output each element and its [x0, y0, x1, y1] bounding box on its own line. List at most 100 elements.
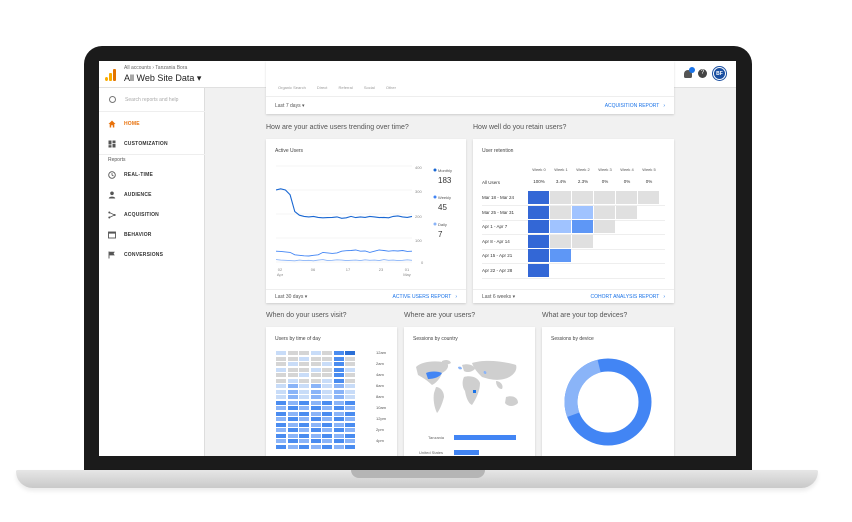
heatmap-cell[interactable] — [299, 433, 309, 438]
heatmap-cell[interactable] — [299, 367, 309, 372]
heatmap-cell[interactable] — [287, 439, 298, 443]
heatmap-cell[interactable] — [345, 351, 355, 355]
heatmap-cell[interactable] — [345, 411, 355, 416]
retention-cell[interactable] — [572, 205, 593, 219]
retention-cell[interactable] — [572, 234, 593, 248]
heatmap-cell[interactable] — [287, 389, 298, 394]
heatmap-cell[interactable] — [345, 378, 355, 383]
heatmap-cell[interactable] — [276, 356, 286, 361]
retention-cell[interactable] — [528, 249, 549, 262]
heatmap-cell[interactable] — [299, 422, 309, 427]
heatmap-cell[interactable] — [276, 378, 286, 383]
heatmap-cell[interactable] — [287, 417, 298, 421]
heatmap-cell[interactable] — [322, 439, 332, 443]
heatmap-cell[interactable] — [333, 395, 344, 399]
heatmap-cell[interactable] — [310, 444, 321, 449]
heatmap-cell[interactable] — [345, 433, 355, 438]
heatmap-cell[interactable] — [345, 384, 355, 388]
retention-cell[interactable] — [572, 191, 593, 204]
heatmap-cell[interactable] — [345, 444, 355, 449]
heatmap-cell[interactable] — [310, 362, 321, 366]
date-range-selector[interactable]: Last 6 weeks ▾ — [482, 294, 516, 300]
heatmap-cell[interactable] — [276, 400, 286, 405]
heatmap-cell[interactable] — [276, 389, 286, 394]
heatmap-cell[interactable] — [276, 406, 286, 410]
heatmap-cell[interactable] — [333, 367, 344, 372]
heatmap-cell[interactable] — [299, 384, 309, 388]
heatmap-cell[interactable] — [310, 428, 321, 432]
heatmap-cell[interactable] — [322, 356, 332, 361]
heatmap-cell[interactable] — [276, 444, 286, 449]
heatmap-cell[interactable] — [276, 433, 286, 438]
retention-cell[interactable] — [550, 191, 571, 204]
retention-cell[interactable] — [550, 234, 571, 248]
heatmap-cell[interactable] — [310, 384, 321, 388]
heatmap-cell[interactable] — [299, 389, 309, 394]
world-map[interactable] — [412, 357, 527, 417]
date-range-selector[interactable]: Last 7 days ▾ — [275, 103, 305, 109]
heatmap-cell[interactable] — [287, 428, 298, 432]
retention-cell[interactable] — [594, 191, 615, 204]
heatmap-cell[interactable] — [345, 373, 355, 377]
heatmap-cell[interactable] — [345, 428, 355, 432]
heatmap-cell[interactable] — [287, 411, 298, 416]
heatmap-cell[interactable] — [299, 373, 309, 377]
heatmap-cell[interactable] — [310, 351, 321, 355]
heatmap-cell[interactable] — [322, 444, 332, 449]
retention-cell[interactable] — [550, 205, 571, 219]
heatmap-cell[interactable] — [287, 433, 298, 438]
heatmap-cell[interactable] — [333, 378, 344, 383]
sidebar-item-home[interactable]: HOME — [99, 115, 205, 133]
heatmap-cell[interactable] — [345, 389, 355, 394]
heatmap-cell[interactable] — [299, 439, 309, 443]
heatmap-cell[interactable] — [310, 400, 321, 405]
retention-cell[interactable] — [528, 234, 549, 248]
heatmap-cell[interactable] — [299, 411, 309, 416]
retention-cell[interactable] — [594, 205, 615, 219]
notifications-icon[interactable] — [684, 66, 695, 78]
heatmap-cell[interactable] — [287, 362, 298, 366]
active-users-report-link[interactable]: ACTIVE USERS REPORT › — [392, 294, 457, 300]
heatmap-cell[interactable] — [322, 389, 332, 394]
heatmap-cell[interactable] — [287, 384, 298, 388]
heatmap-cell[interactable] — [276, 439, 286, 443]
heatmap-cell[interactable] — [322, 428, 332, 432]
heatmap-cell[interactable] — [276, 422, 286, 427]
retention-cell[interactable] — [528, 191, 549, 204]
heatmap-cell[interactable] — [287, 373, 298, 377]
heatmap-cell[interactable] — [345, 417, 355, 421]
heatmap-cell[interactable] — [322, 395, 332, 399]
heatmap-cell[interactable] — [276, 384, 286, 388]
heatmap-cell[interactable] — [299, 378, 309, 383]
breadcrumb[interactable]: All accounts › Tanzania Bora — [124, 65, 188, 71]
heatmap-cell[interactable] — [310, 422, 321, 427]
heatmap-cell[interactable] — [333, 362, 344, 366]
retention-cell[interactable] — [528, 220, 549, 233]
heatmap-cell[interactable] — [287, 395, 298, 399]
property-selector[interactable]: All Web Site Data ▾ — [124, 73, 202, 83]
heatmap-cell[interactable] — [276, 428, 286, 432]
sidebar-item-conversions[interactable]: CONVERSIONS — [99, 246, 205, 264]
date-range-selector[interactable]: Last 30 days ▾ — [275, 294, 308, 300]
heatmap-cell[interactable] — [322, 400, 332, 405]
heatmap-cell[interactable] — [287, 367, 298, 372]
retention-cell[interactable] — [638, 191, 659, 204]
heatmap-cell[interactable] — [333, 422, 344, 427]
heatmap-cell[interactable] — [310, 378, 321, 383]
heatmap-cell[interactable] — [322, 362, 332, 366]
heatmap-cell[interactable] — [333, 411, 344, 416]
heatmap-cell[interactable] — [299, 351, 309, 355]
heatmap-cell[interactable] — [287, 422, 298, 427]
heatmap-cell[interactable] — [299, 395, 309, 399]
heatmap-cell[interactable] — [345, 395, 355, 399]
heatmap-cell[interactable] — [345, 362, 355, 366]
retention-cell[interactable] — [616, 205, 637, 219]
heatmap-cell[interactable] — [333, 384, 344, 388]
heatmap-cell[interactable] — [310, 389, 321, 394]
heatmap-cell[interactable] — [333, 433, 344, 438]
heatmap-cell[interactable] — [333, 417, 344, 421]
heatmap-cell[interactable] — [276, 411, 286, 416]
heatmap-cell[interactable] — [310, 417, 321, 421]
heatmap-cell[interactable] — [322, 373, 332, 377]
search-input[interactable]: Search reports and help — [125, 97, 179, 103]
